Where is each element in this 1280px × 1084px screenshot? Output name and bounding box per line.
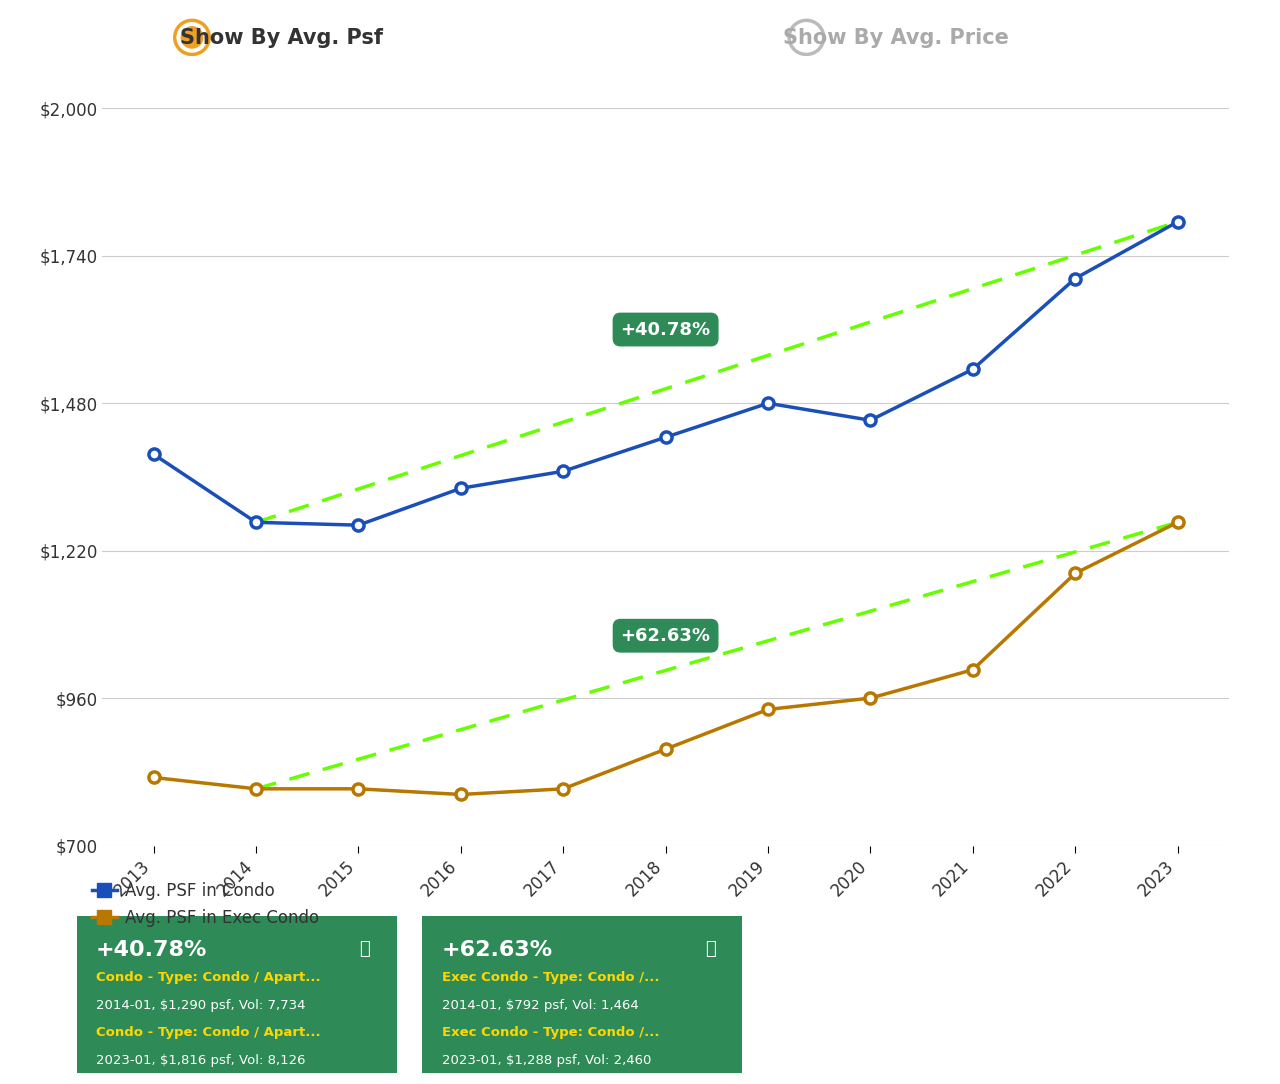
Text: 2014-01, $792 psf, Vol: 1,464: 2014-01, $792 psf, Vol: 1,464 bbox=[442, 999, 639, 1012]
Text: 2023-01, $1,288 psf, Vol: 2,460: 2023-01, $1,288 psf, Vol: 2,460 bbox=[442, 1055, 652, 1068]
Text: 🗑: 🗑 bbox=[360, 940, 370, 957]
Text: 2023-01, $1,816 psf, Vol: 8,126: 2023-01, $1,816 psf, Vol: 8,126 bbox=[96, 1055, 306, 1068]
Text: 🗑: 🗑 bbox=[705, 940, 716, 957]
Text: +62.63%: +62.63% bbox=[621, 627, 710, 645]
Text: Condo - Type: Condo / Apart...: Condo - Type: Condo / Apart... bbox=[96, 1025, 320, 1038]
Text: +62.63%: +62.63% bbox=[442, 940, 553, 959]
Text: Exec Condo - Type: Condo /...: Exec Condo - Type: Condo /... bbox=[442, 971, 659, 984]
Text: +40.78%: +40.78% bbox=[621, 321, 710, 338]
Text: Exec Condo - Type: Condo /...: Exec Condo - Type: Condo /... bbox=[442, 1025, 659, 1038]
Legend: Avg. PSF in Condo, Avg. PSF in Exec Condo: Avg. PSF in Condo, Avg. PSF in Exec Cond… bbox=[86, 876, 326, 933]
Text: +40.78%: +40.78% bbox=[96, 940, 207, 959]
Circle shape bbox=[182, 27, 202, 48]
Text: 2014-01, $1,290 psf, Vol: 7,734: 2014-01, $1,290 psf, Vol: 7,734 bbox=[96, 999, 306, 1012]
Text: Show By Avg. Psf: Show By Avg. Psf bbox=[180, 28, 383, 48]
Text: Condo - Type: Condo / Apart...: Condo - Type: Condo / Apart... bbox=[96, 971, 320, 984]
Text: Show By Avg. Price: Show By Avg. Price bbox=[783, 28, 1009, 48]
